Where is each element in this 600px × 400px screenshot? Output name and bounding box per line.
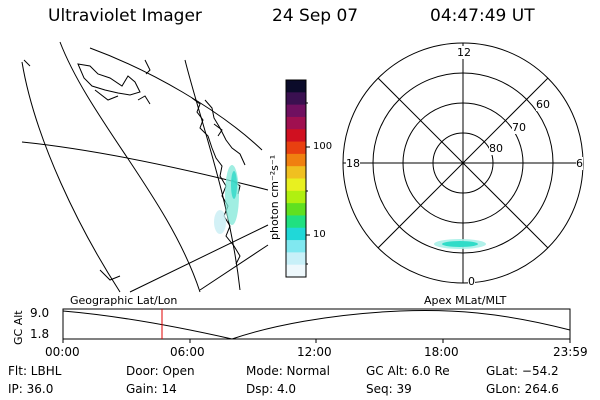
colorbar-band: [286, 264, 306, 278]
colorbar-band: [286, 141, 306, 155]
glon-info: GLon: 264.6: [486, 382, 559, 396]
colorbar-band: [286, 190, 306, 204]
filter-info: Flt: LBHL: [8, 364, 62, 378]
colorbar-band: [286, 116, 306, 130]
xtick-0000: 00:00: [45, 345, 80, 359]
colorbar-band: [286, 92, 306, 106]
colorbar-band: [286, 80, 306, 93]
xtick-0600: 06:00: [170, 345, 205, 359]
mlt-label-18: 18: [346, 157, 360, 170]
colorbar-band: [286, 104, 306, 118]
xtick-1800: 18:00: [424, 345, 459, 359]
ip-info: IP: 36.0: [8, 382, 54, 396]
colorbar-band: [286, 252, 306, 266]
xtick-2359: 23:59: [553, 345, 588, 359]
time-label: 04:47:49 UT: [430, 6, 535, 26]
mlat-label-80: 80: [489, 142, 503, 155]
seq-info: Seq: 39: [366, 382, 412, 396]
mlt-label-6: 6: [576, 157, 583, 170]
mlat-label-60: 60: [536, 98, 550, 111]
colorbar-band: [286, 166, 306, 179]
colorbar-band: [286, 129, 306, 143]
mlat-label-70: 70: [512, 121, 526, 134]
colorbar-band: [286, 227, 306, 241]
mode-info: Mode: Normal: [246, 364, 330, 378]
colorbar-tick-10: 10: [313, 229, 326, 240]
colorbar-tick-100: 100: [313, 141, 333, 152]
glat-info: GLat: −54.2: [486, 364, 559, 378]
door-info: Door: Open: [126, 364, 195, 378]
colorbar-band: [286, 153, 306, 167]
polar-panel-label: Apex MLat/MLT: [424, 294, 507, 307]
mlt-label-0: 0: [468, 275, 475, 288]
gain-info: Gain: 14: [126, 382, 177, 396]
colorbar-band: [286, 203, 306, 216]
alt-ylabel: GC Alt: [12, 310, 25, 345]
geo-panel-label: Geographic Lat/Lon: [70, 294, 178, 307]
instrument-title: Ultraviolet Imager: [48, 6, 202, 26]
date-label: 24 Sep 07: [272, 6, 359, 26]
alt-ytick-high: 9.0: [30, 306, 50, 320]
gc-alt-info: GC Alt: 6.0 Re: [366, 364, 450, 378]
alt-ytick-low: 1.8: [30, 327, 50, 341]
colorbar-band: [286, 215, 306, 229]
colorbar-band: [286, 240, 306, 253]
mlt-label-12: 12: [457, 46, 471, 59]
colorbar-band: [286, 178, 306, 192]
xtick-1200: 12:00: [297, 345, 332, 359]
dsp-info: Dsp: 4.0: [246, 382, 297, 396]
